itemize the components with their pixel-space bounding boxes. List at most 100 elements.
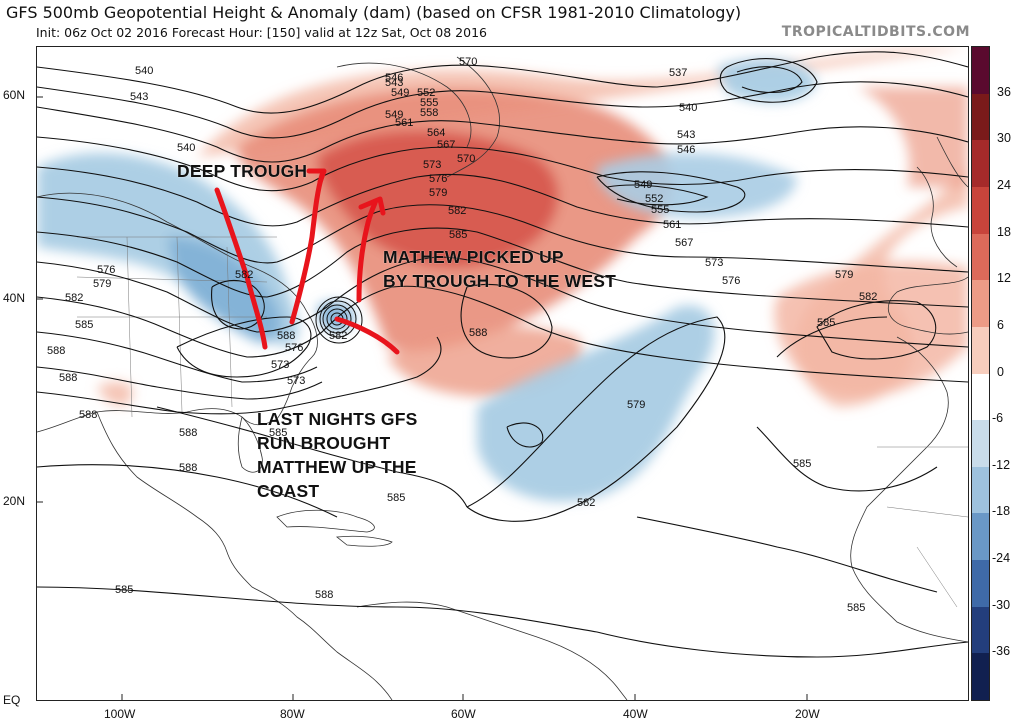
- contour-label: 585: [115, 584, 134, 596]
- colorbar-tick-label: -24: [992, 551, 1011, 566]
- positive-anomaly-shading: [97, 47, 968, 407]
- colorbar-tick-label: 12: [997, 271, 1011, 286]
- annotation-deep-trough: DEEP TROUGH: [177, 159, 307, 183]
- contour-label: 564: [427, 127, 446, 139]
- contour-label: 588: [179, 427, 198, 439]
- contour-label: 579: [627, 399, 646, 411]
- contour-label: 576: [722, 275, 741, 287]
- contour-label: 585: [269, 427, 288, 439]
- gfs-path-arrow-line: [334, 316, 400, 355]
- trough-arrow-line: [214, 187, 268, 350]
- contour-label: 561: [395, 117, 414, 129]
- chart-subtitle: Init: 06z Oct 02 2016 Forecast Hour: [15…: [36, 25, 487, 40]
- anomaly-colorbar: [971, 46, 990, 701]
- contour-label: 579: [429, 187, 448, 199]
- colorbar-tick-label: 24: [997, 177, 1011, 192]
- contour-label: 549: [634, 179, 653, 191]
- annotation-text: MATHEW PICKED UP: [383, 247, 564, 267]
- contour-labels-layer: 540 543 540 546 543 570 549 549 552 555 …: [37, 47, 968, 700]
- negative-anomaly-shading: [37, 58, 817, 502]
- colorbar-segment: [972, 326, 989, 374]
- contour-label: 552: [645, 193, 664, 205]
- colorbar-segment: [972, 373, 989, 421]
- contour-label: 567: [675, 237, 694, 249]
- colorbar-segment: [972, 233, 989, 281]
- annotation-text: DEEP TROUGH: [177, 161, 308, 181]
- contour-label: 573: [287, 375, 306, 387]
- colorbar-tick-label: -30: [992, 597, 1011, 612]
- lat-label-20n: 20N: [3, 494, 26, 508]
- annotation-arrows: [214, 168, 400, 355]
- contour-label: 570: [457, 153, 476, 165]
- contour-label: 582: [65, 292, 84, 304]
- contour-label: 585: [449, 229, 468, 241]
- colorbar-tick-label: 6: [997, 317, 1004, 332]
- contour-label: 588: [59, 372, 78, 384]
- graticule-ticks: [37, 96, 808, 700]
- colorbar-segment: [972, 186, 989, 235]
- colorbar-segment: [972, 280, 989, 328]
- contour-label: 588: [469, 327, 488, 339]
- lon-label-100w: 100W: [104, 707, 136, 721]
- brand-watermark: TROPICALTIDBITS.COM: [781, 24, 970, 40]
- colorbar-segment: [972, 140, 989, 188]
- contour-label: 570: [459, 56, 478, 68]
- contour-label: 582: [577, 497, 596, 509]
- contour-label: 540: [679, 102, 698, 114]
- annotation-text: COAST: [257, 481, 320, 501]
- height-contours: [37, 51, 968, 658]
- colorbar-tick-label: 0: [997, 364, 1004, 379]
- annotation-text: BY TROUGH TO THE WEST: [383, 271, 617, 291]
- contour-label: 588: [315, 589, 334, 601]
- contour-label: 588: [47, 345, 66, 357]
- contour-label: 585: [75, 319, 94, 331]
- lon-label-80w: 80W: [280, 707, 305, 721]
- colorbar-segment: [972, 560, 989, 608]
- annotation-matthew: MATHEW PICKED UP BY TROUGH TO THE WEST: [383, 245, 616, 293]
- contour-label: 582: [235, 269, 254, 281]
- coastlines: [37, 56, 968, 700]
- colorbar-segment: [972, 513, 989, 561]
- lon-label-60w: 60W: [451, 707, 476, 721]
- contour-label: 582: [329, 330, 348, 342]
- annotation-gfs-run: LAST NIGHTS GFS RUN BROUGHT MATTHEW UP T…: [257, 407, 418, 503]
- colorbar-segment: [972, 47, 989, 95]
- contour-label: 549: [391, 87, 410, 99]
- contour-label: 573: [705, 257, 724, 269]
- colorbar-tick-label: -18: [992, 504, 1011, 519]
- annotation-text: RUN BROUGHT: [257, 433, 391, 453]
- colorbar-segment: [972, 93, 989, 141]
- lat-label-60n: 60N: [3, 88, 26, 102]
- contour-label: 582: [448, 205, 467, 217]
- colorbar-segment: [972, 420, 989, 468]
- contour-label: 561: [663, 219, 682, 231]
- contour-label: 543: [385, 77, 404, 89]
- contour-label: 579: [835, 269, 854, 281]
- map-svg: [37, 47, 968, 700]
- contour-label: 585: [387, 492, 406, 504]
- contour-label: 573: [271, 359, 290, 371]
- colorbar-tick-label: 30: [997, 131, 1011, 146]
- contour-label: 576: [97, 264, 116, 276]
- northward-arrow-line: [289, 172, 325, 325]
- contour-label: 555: [420, 97, 439, 109]
- matthew-arrow-line: [356, 200, 378, 303]
- contour-label: 543: [130, 91, 149, 103]
- lon-label-20w: 20W: [795, 707, 820, 721]
- contour-label: 546: [677, 144, 696, 156]
- annotation-text: MATTHEW UP THE: [257, 457, 417, 477]
- contour-label: 558: [420, 107, 439, 119]
- contour-label: 582: [859, 291, 878, 303]
- matthew-arrow-head: [358, 196, 386, 216]
- colorbar-tick-label: 18: [997, 224, 1011, 239]
- lon-label-40w: 40W: [623, 707, 648, 721]
- contour-label: 546: [385, 72, 404, 84]
- colorbar-segment: [972, 653, 989, 701]
- colorbar-segment: [972, 466, 989, 514]
- colorbar-tick-label: -6: [992, 411, 1004, 426]
- contour-label: 555: [651, 204, 670, 216]
- chart-title: GFS 500mb Geopotential Height & Anomaly …: [6, 3, 742, 22]
- colorbar-tick-label: -12: [992, 457, 1011, 472]
- colorbar-tick-label: 36: [997, 84, 1011, 99]
- contour-label: 588: [179, 462, 198, 474]
